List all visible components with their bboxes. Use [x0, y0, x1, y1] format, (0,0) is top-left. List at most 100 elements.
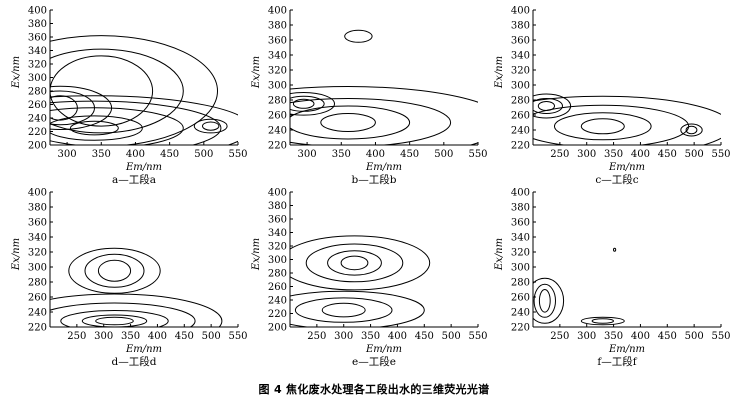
y-tick-label: 400 — [28, 188, 47, 199]
y-tick-label: 220 — [268, 309, 287, 320]
x-tick-label: 300 — [298, 149, 317, 160]
contour-line-3-0 — [202, 121, 220, 131]
contour-line-3-1 — [193, 118, 228, 134]
y-tick-label: 200 — [268, 323, 287, 334]
x-tick-label: 550 — [228, 331, 247, 342]
x-tick-label: 300 — [577, 149, 596, 160]
x-tick-label: 450 — [658, 331, 677, 342]
contour-line-0-0 — [538, 289, 551, 313]
y-tick-label: 360 — [28, 33, 47, 44]
y-axis-label: Ex/nm — [494, 56, 505, 89]
panel-5: 220 240 260 280 300 320 340 360 380 400 250 300 350 4… — [494, 188, 731, 369]
panel-0: 200 220 240 260 280 300 320 340 360 380 400 300 350 4… — [11, 6, 248, 187]
contour-line-0-2 — [290, 92, 335, 116]
contour-line-1-0 — [591, 318, 614, 324]
x-tick-label: 450 — [658, 149, 677, 160]
x-tick-label: 400 — [366, 149, 385, 160]
contour-line-2-4 — [50, 95, 238, 145]
x-tick-label: 500 — [685, 149, 704, 160]
y-tick-label: 220 — [511, 323, 530, 334]
x-tick-label: 450 — [400, 149, 419, 160]
y-tick-label: 260 — [268, 111, 287, 122]
y-tick-label: 280 — [268, 96, 287, 107]
subplot-label: e—工段e — [352, 355, 396, 368]
x-tick-label: 250 — [307, 331, 326, 342]
y-tick-label: 380 — [28, 19, 47, 30]
contour-line-0-2 — [533, 93, 572, 119]
y-tick-label: 320 — [511, 66, 530, 77]
x-tick-label: 500 — [434, 149, 453, 160]
y-tick-label: 260 — [511, 111, 530, 122]
y-tick-label: 300 — [28, 73, 47, 84]
y-tick-label: 340 — [511, 233, 530, 244]
y-tick-label: 400 — [511, 6, 530, 17]
contour-line-1-1 — [580, 316, 625, 326]
y-tick-label: 340 — [28, 233, 47, 244]
y-tick-label: 300 — [268, 255, 287, 266]
x-tick-label: 550 — [468, 331, 487, 342]
y-tick-label: 240 — [268, 126, 287, 137]
contour-line-0-2 — [305, 243, 404, 283]
figure-caption: 图 4 焦化废水处理各工段出水的三维荧光光谱 — [258, 383, 490, 396]
contour-line-1-0 — [95, 316, 134, 326]
contour-line-1-3 — [290, 86, 478, 145]
contour-line-0-0 — [340, 255, 369, 271]
y-tick-label: 280 — [511, 96, 530, 107]
y-tick-label: 320 — [268, 66, 287, 77]
contour-line-2-0 — [70, 120, 119, 136]
contour-line-1-1 — [81, 314, 148, 327]
y-tick-label: 260 — [28, 100, 47, 111]
contour-line-2-1 — [680, 123, 703, 137]
y-tick-label: 360 — [268, 36, 287, 47]
y-tick-label: 240 — [511, 126, 530, 137]
x-tick-label: 300 — [577, 331, 596, 342]
contour-layer — [50, 35, 238, 145]
x-tick-label: 350 — [604, 331, 623, 342]
contour-line-2-1 — [50, 115, 143, 141]
y-tick-label: 400 — [28, 6, 47, 17]
contour-line-0-1 — [327, 250, 382, 276]
y-tick-label: 360 — [511, 36, 530, 47]
y-tick-label: 300 — [511, 263, 530, 274]
x-tick-label: 500 — [194, 149, 213, 160]
contour-line-1-2 — [533, 104, 690, 145]
x-tick-label: 250 — [550, 149, 569, 160]
y-tick-label: 380 — [268, 21, 287, 32]
contour-layer — [290, 29, 478, 145]
y-axis-label: Ex/nm — [11, 56, 22, 89]
x-tick-label: 300 — [94, 331, 113, 342]
y-tick-label: 320 — [268, 242, 287, 253]
contour-line-1-0 — [580, 118, 625, 135]
y-tick-label: 280 — [28, 87, 47, 98]
y-tick-label: 400 — [268, 188, 287, 199]
y-tick-label: 280 — [511, 278, 530, 289]
y-tick-label: 220 — [28, 127, 47, 138]
x-tick-label: 400 — [126, 149, 145, 160]
y-tick-label: 340 — [511, 51, 530, 62]
y-tick-label: 240 — [268, 296, 287, 307]
contour-line-1-1 — [290, 105, 411, 140]
contour-line-2-0 — [613, 247, 617, 252]
panel-2: 220 240 260 280 300 320 340 360 380 400 250 300 350 4… — [494, 6, 731, 187]
x-axis-label: Em/nm — [608, 344, 645, 355]
contour-line-1-2 — [60, 310, 169, 327]
y-tick-label: 260 — [268, 282, 287, 293]
x-tick-label: 350 — [604, 149, 623, 160]
contour-line-0-2 — [533, 277, 565, 324]
contour-line-1-2 — [290, 290, 425, 327]
y-tick-label: 380 — [511, 21, 530, 32]
x-tick-label: 550 — [228, 149, 247, 160]
y-axis-label: Ex/nm — [494, 238, 505, 271]
y-tick-label: 400 — [268, 6, 287, 17]
y-tick-label: 240 — [511, 308, 530, 319]
contour-line-1-1 — [294, 297, 393, 323]
subplot-label: d—工段d — [112, 355, 157, 368]
y-tick-label: 220 — [28, 323, 47, 334]
y-tick-label: 240 — [28, 114, 47, 125]
x-tick-label: 500 — [442, 331, 461, 342]
x-tick-label: 550 — [711, 331, 730, 342]
contour-line-2-0 — [344, 29, 373, 43]
x-tick-label: 350 — [332, 149, 351, 160]
panel-3: 220 240 260 280 300 320 340 360 380 400 250 300 350 4… — [11, 188, 248, 369]
